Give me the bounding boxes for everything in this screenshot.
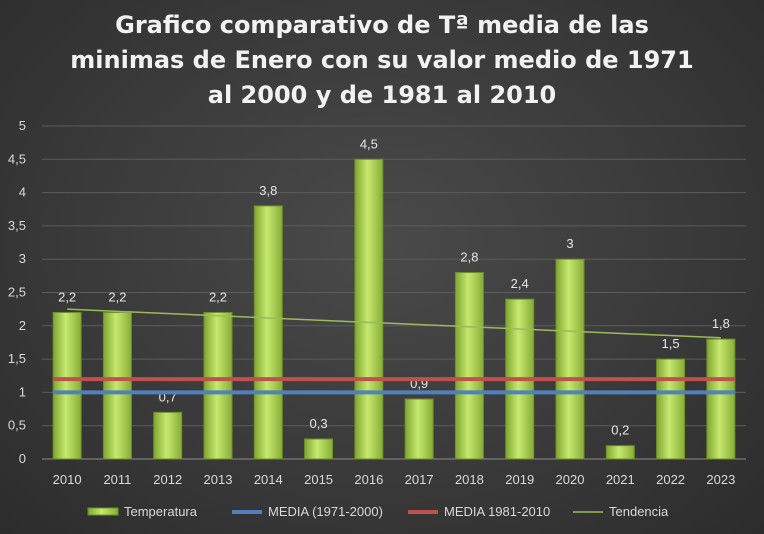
bar-temperatura-2016 — [354, 158, 384, 460]
y-tick-label: 4,5 — [8, 151, 26, 166]
data-label: 1,5 — [662, 336, 680, 351]
bar-temperatura-2022 — [656, 358, 686, 460]
data-label: 2,2 — [209, 289, 227, 304]
y-tick-label: 0 — [19, 451, 26, 466]
x-tick-label: 2016 — [354, 472, 383, 487]
data-label: 3,8 — [259, 183, 277, 198]
x-tick-label: 2020 — [556, 472, 585, 487]
data-label: 1,8 — [712, 316, 730, 331]
x-tick-label: 2015 — [304, 472, 333, 487]
y-tick-label: 2,5 — [8, 285, 26, 300]
x-tick-label: 2021 — [606, 472, 635, 487]
y-tick-label: 3,5 — [8, 218, 26, 233]
x-tick-label: 2014 — [254, 472, 283, 487]
data-label: 4,5 — [360, 136, 378, 151]
legend-swatch-temperatura — [87, 507, 119, 516]
x-tick-label: 2010 — [53, 472, 82, 487]
bar-temperatura-2013 — [203, 311, 233, 460]
x-tick-label: 2018 — [455, 472, 484, 487]
chart-title: Grafico comparativo de Tª media de las m… — [0, 8, 764, 113]
data-label: 0,2 — [611, 423, 629, 438]
bar-temperatura-2021 — [605, 445, 635, 460]
y-tick-label: 1 — [19, 384, 26, 399]
x-tick-label: 2012 — [153, 472, 182, 487]
bar-temperatura-2015 — [304, 438, 334, 460]
data-label: 2,4 — [511, 276, 529, 291]
y-tick-label: 0,5 — [8, 418, 26, 433]
x-tick-label: 2022 — [656, 472, 685, 487]
bar-temperatura-2017 — [404, 398, 434, 460]
chart-title-line-3: al 2000 y de 1981 al 2010 — [207, 81, 557, 109]
y-tick-label: 4 — [19, 185, 26, 200]
y-tick-label: 1,5 — [8, 351, 26, 366]
chart-title-line-2: minimas de Enero con su valor medio de 1… — [70, 46, 694, 74]
y-tick-label: 3 — [19, 251, 26, 266]
bar-temperatura-2018 — [454, 272, 484, 460]
bar-temperatura-2012 — [153, 411, 183, 460]
trend-line — [67, 308, 721, 339]
bar-temperatura-2023 — [706, 338, 736, 460]
legend-label: MEDIA (1971-2000) — [268, 504, 383, 519]
bar-temperatura-2014 — [253, 205, 283, 460]
legend-label: Temperatura — [124, 504, 198, 519]
data-label: 3 — [566, 236, 573, 251]
y-tick-label: 2 — [19, 318, 26, 333]
bar-temperatura-2011 — [102, 311, 132, 460]
bar-temperatura-2020 — [555, 258, 585, 460]
chart-title-line-1: Grafico comparativo de Tª media de las — [115, 11, 649, 39]
x-tick-label: 2011 — [103, 472, 131, 487]
x-tick-label: 2023 — [706, 472, 735, 487]
x-tick-label: 2017 — [405, 472, 434, 487]
data-label: 2,2 — [108, 289, 126, 304]
x-tick-label: 2013 — [204, 472, 233, 487]
legend-label: MEDIA 1981-2010 — [444, 504, 550, 519]
data-label: 2,8 — [460, 250, 478, 265]
data-label: 2,2 — [58, 289, 76, 304]
data-label: 0,3 — [310, 416, 328, 431]
y-tick-label: 5 — [19, 118, 26, 133]
x-tick-label: 2019 — [505, 472, 534, 487]
bar-temperatura-2010 — [52, 311, 82, 460]
legend-label: Tendencia — [609, 504, 669, 519]
